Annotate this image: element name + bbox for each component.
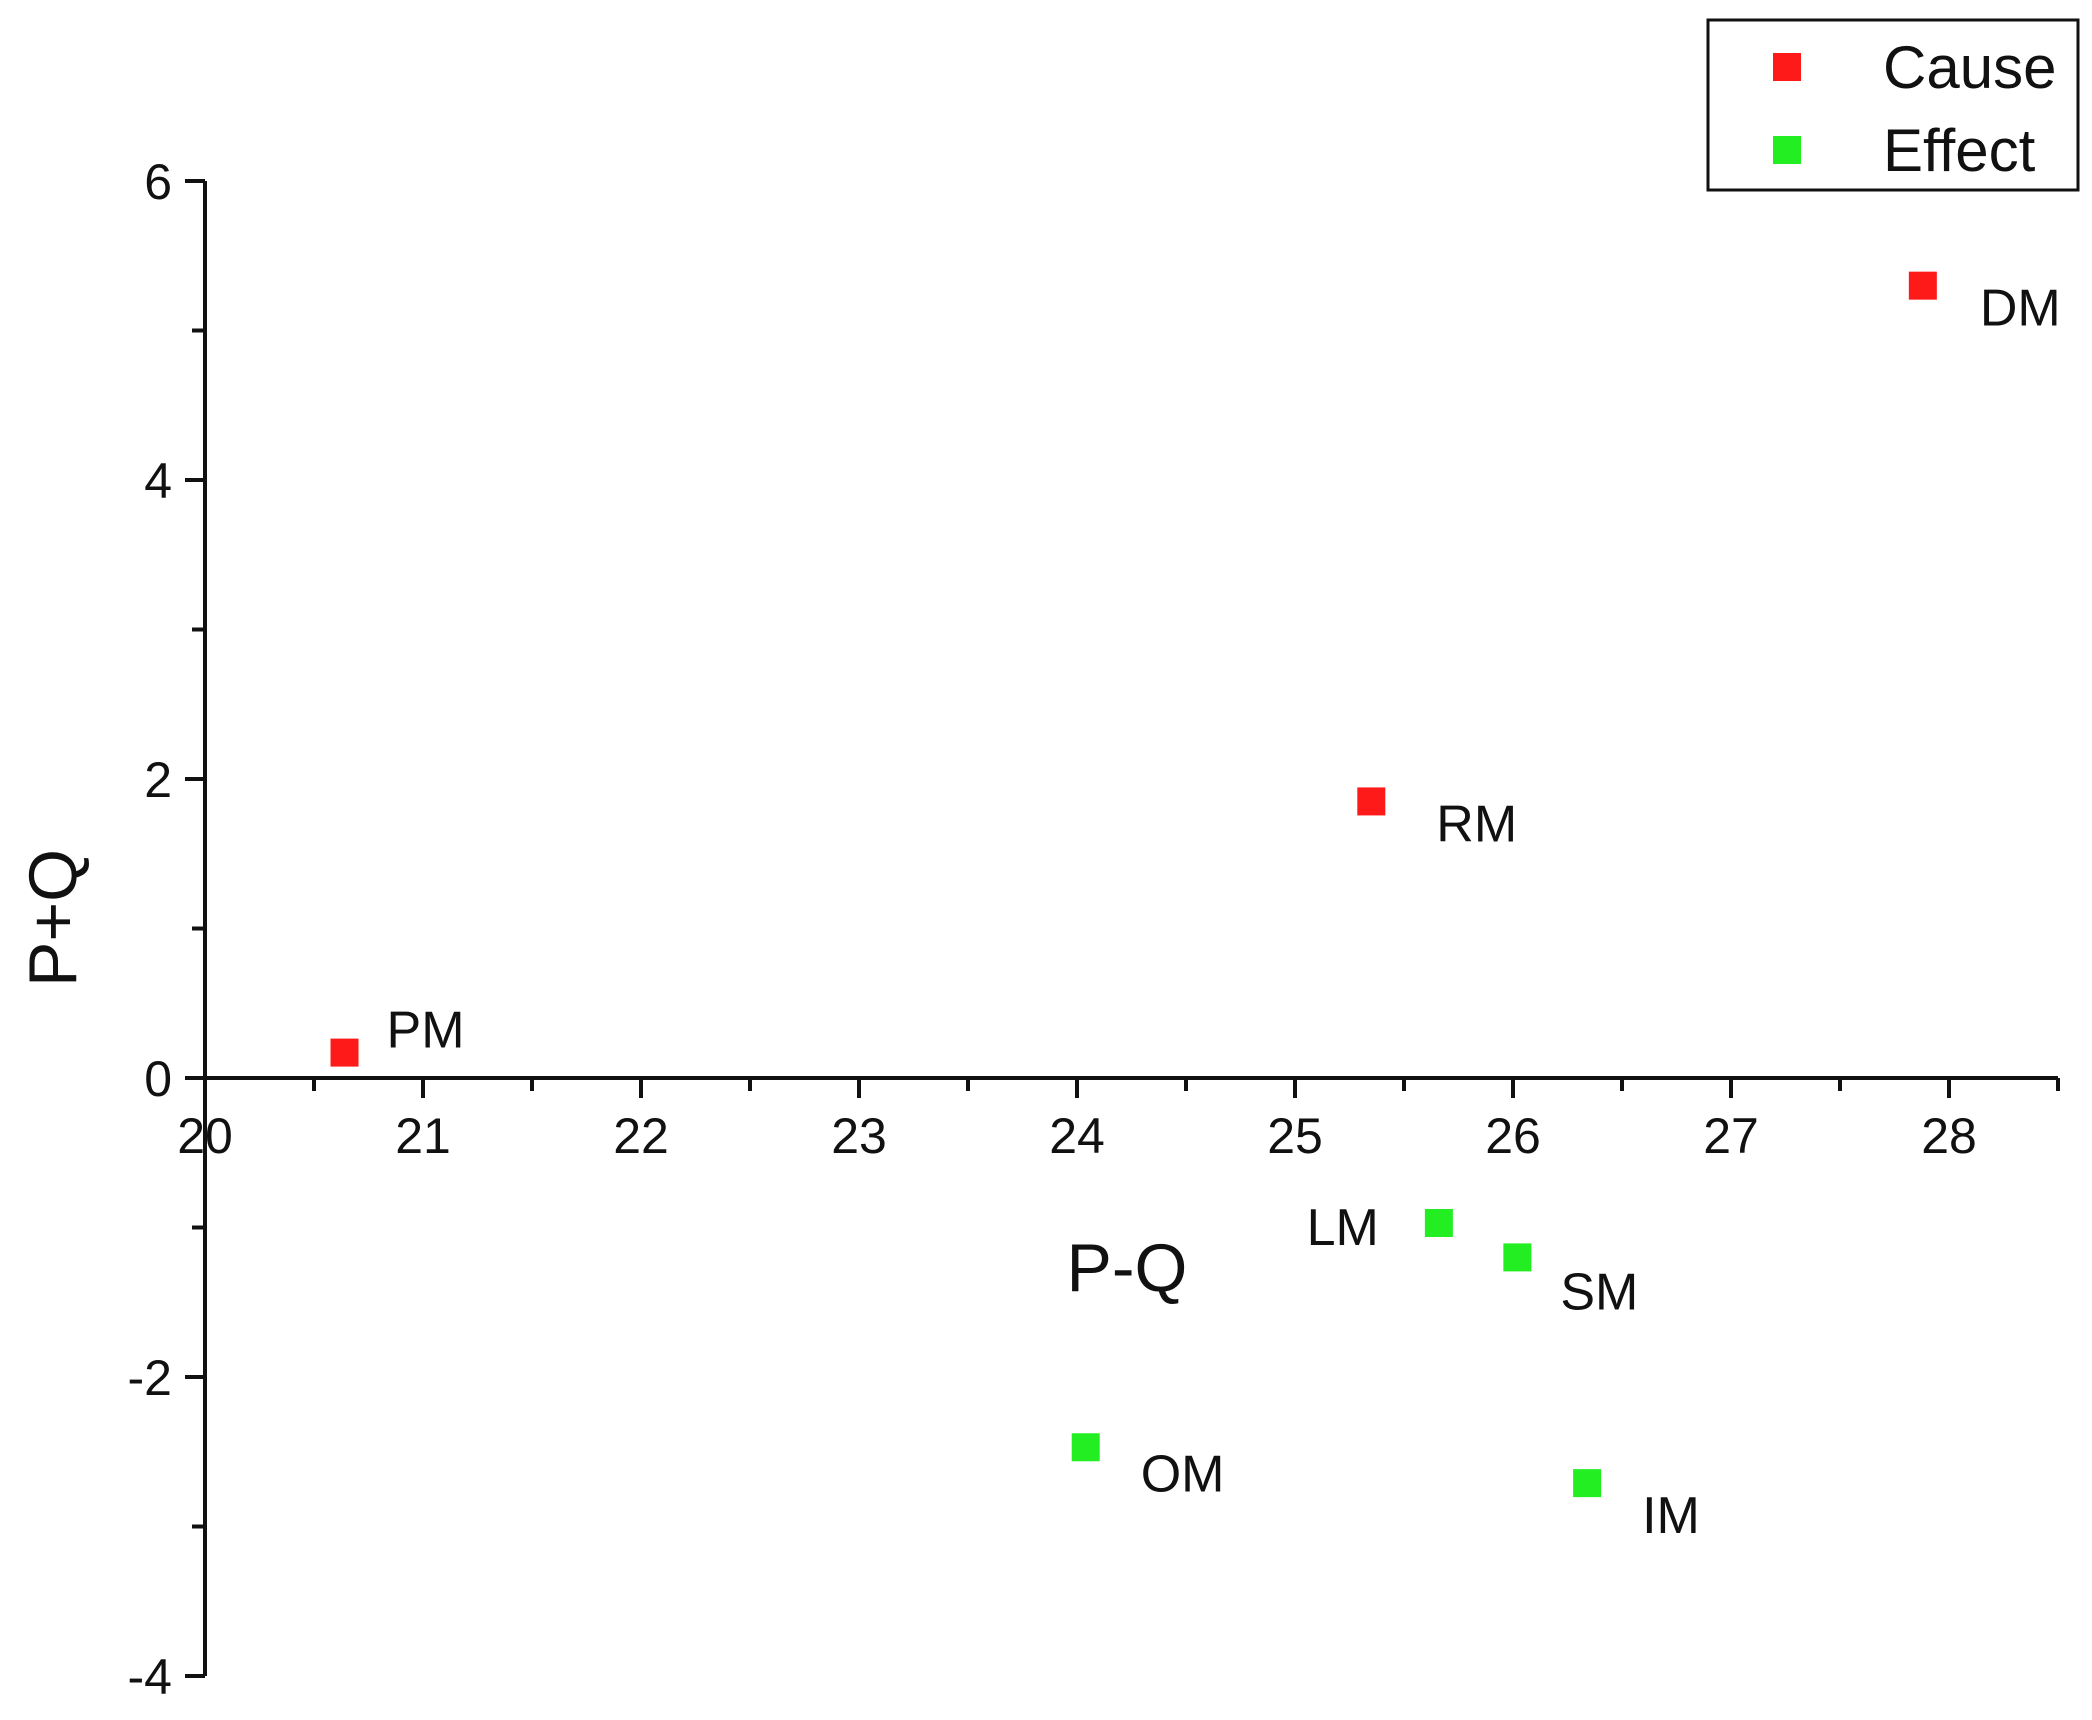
legend: Cause Effect — [1706, 18, 2080, 192]
point-pm — [330, 1038, 359, 1067]
x-tick-label: 22 — [613, 1108, 669, 1164]
legend-swatch-effect — [1773, 136, 1801, 164]
y-axis-title: P+Q — [15, 849, 91, 987]
x-axis-title: P-Q — [1067, 1230, 1188, 1306]
point-label-lm: LM — [1307, 1199, 1379, 1257]
point-rm — [1357, 787, 1386, 816]
x-tick-label: 27 — [1703, 1108, 1759, 1164]
point-label-sm: SM — [1560, 1263, 1638, 1321]
y-tick-label: -2 — [128, 1350, 172, 1406]
x-tick-label: 21 — [395, 1108, 451, 1164]
point-label-im: IM — [1642, 1487, 1700, 1545]
x-tick-label: 25 — [1267, 1108, 1323, 1164]
point-label-om: OM — [1141, 1445, 1225, 1503]
x-tick-label: 24 — [1049, 1108, 1105, 1164]
point-label-rm: RM — [1436, 795, 1517, 853]
legend-box — [1706, 18, 2080, 192]
y-tick-label: 0 — [144, 1051, 172, 1107]
x-tick-label: 26 — [1485, 1108, 1541, 1164]
y-tick-label: 4 — [144, 453, 172, 509]
legend-label-cause: Cause — [1883, 34, 2056, 101]
x-tick-label: 28 — [1921, 1108, 1977, 1164]
legend-swatch-cause — [1773, 53, 1801, 81]
point-label-pm: PM — [387, 1002, 465, 1060]
y-tick-label: 6 — [144, 154, 172, 210]
point-om — [1071, 1433, 1100, 1462]
point-sm — [1503, 1243, 1532, 1272]
legend-label-effect: Effect — [1883, 117, 2036, 184]
point-lm — [1424, 1209, 1453, 1238]
points-layer: PM RM DM LM SM OM IM — [330, 271, 2061, 1545]
y-tick-label: -4 — [128, 1649, 172, 1705]
point-label-dm: DM — [1980, 280, 2061, 338]
point-im — [1573, 1469, 1602, 1498]
y-tick-label: 2 — [144, 752, 172, 808]
x-tick-label: 20 — [177, 1108, 233, 1164]
x-tick-label: 23 — [831, 1108, 887, 1164]
point-dm — [1908, 271, 1937, 300]
